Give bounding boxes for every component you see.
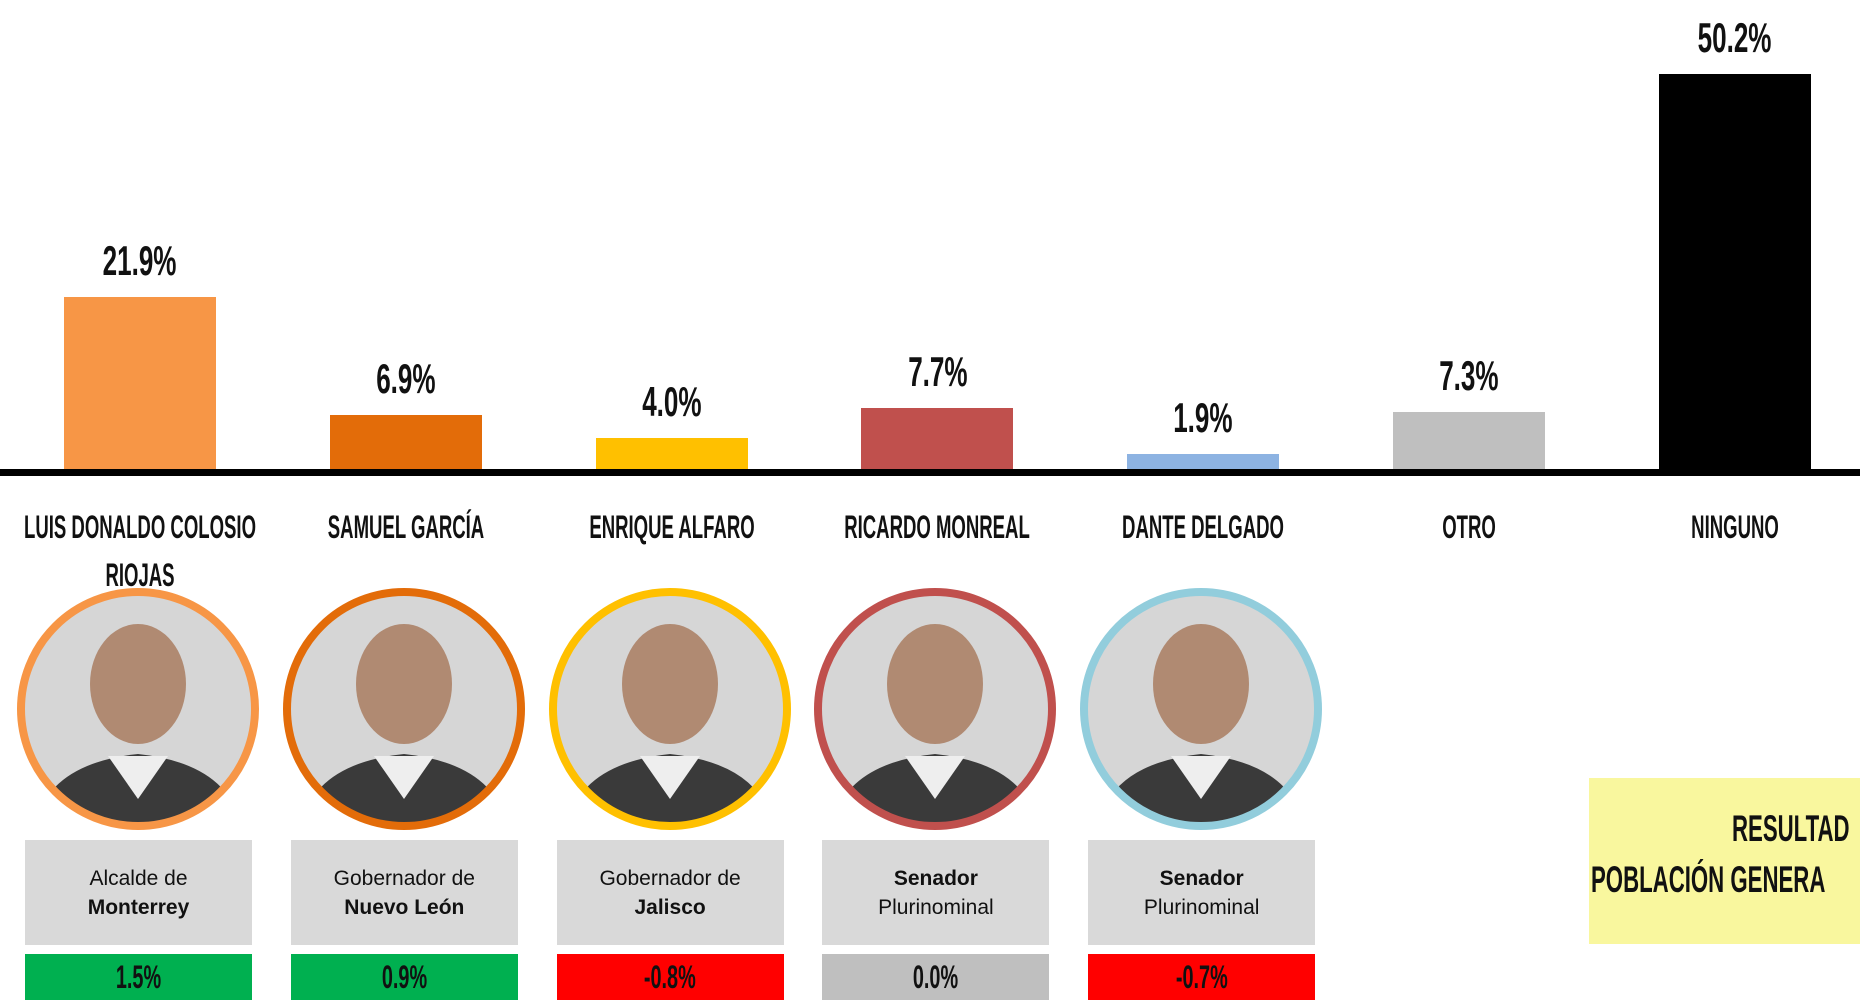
value-label: 6.9% (376, 354, 436, 402)
category-label: LUIS DONALDO COLOSIO RIOJAS (24, 509, 257, 593)
role-box: Senador Plurinominal (822, 840, 1050, 945)
bar (64, 296, 216, 469)
change-box: -0.7% (1088, 954, 1316, 1000)
bar (1127, 454, 1280, 469)
role-line: Plurinominal (878, 895, 994, 919)
baseline (0, 469, 1860, 476)
change-label: -0.8% (644, 959, 697, 995)
value-label: 21.9% (103, 236, 177, 284)
change-label: 0.9% (381, 959, 427, 995)
category-wrap: NINGUNO (1505, 503, 1860, 551)
photo (17, 588, 259, 830)
value-label: 7.7% (907, 348, 968, 396)
bar (861, 408, 1014, 469)
value-label: 1.9% (1173, 394, 1233, 442)
category-label: ENRIQUE ALFARO (588, 509, 755, 545)
value-label: 4.0% (641, 377, 702, 425)
note-line: POBLACIÓN GENERA (1591, 859, 1826, 900)
change-label: 1.5% (115, 959, 162, 995)
value-label-wrap: 1.9% (1053, 394, 1353, 442)
photo (282, 588, 525, 830)
bar (329, 414, 482, 469)
category-label: SAMUEL GARCÍA (327, 509, 484, 545)
role-line: Plurinominal (1143, 895, 1260, 919)
category-wrap: ENRIQUE ALFARO (442, 503, 902, 551)
photo (1080, 588, 1323, 830)
role-line: Jalisco (634, 895, 706, 919)
category-wrap: LUIS DONALDO COLOSIO RIOJAS (0, 503, 370, 599)
role-line: Senador (893, 866, 978, 890)
note-line: RESULTAD (1732, 808, 1850, 849)
category-wrap: OTRO (1239, 503, 1699, 551)
change-box: 1.5% (25, 954, 252, 1000)
role-line: Nuevo León (344, 895, 465, 919)
category-label: NINGUNO (1690, 509, 1779, 545)
category-label: DANTE DELGADO (1122, 509, 1285, 545)
photo (814, 588, 1057, 830)
value-label-wrap: 6.9% (256, 355, 556, 403)
value-label: 7.3% (1439, 351, 1499, 399)
role-box: Gobernador de Nuevo León (290, 840, 518, 945)
category-wrap: DANTE DELGADO (973, 503, 1433, 551)
bar (1393, 411, 1545, 469)
role-line: Gobernador de (599, 866, 741, 890)
role-box: Alcalde de Monterrey (25, 840, 252, 945)
category-label: RICARDO MONREAL (844, 509, 1031, 545)
photo (548, 588, 791, 830)
change-box: 0.0% (822, 954, 1050, 1000)
note-box: RESULTAD POBLACIÓN GENERA (1589, 778, 1860, 944)
role-line: Monterrey (87, 895, 190, 919)
value-label-wrap: 7.3% (1319, 352, 1619, 400)
category-wrap: SAMUEL GARCÍA (176, 503, 636, 551)
bar (595, 437, 748, 469)
role-box: Senador Plurinominal (1088, 840, 1316, 945)
value-label: 50.2% (1697, 14, 1772, 62)
role-line: Gobernador de (333, 866, 475, 890)
category-label: OTRO (1442, 509, 1496, 545)
value-label-wrap: 7.7% (787, 348, 1087, 396)
role-box: Gobernador de Jalisco (556, 840, 784, 945)
change-box: -0.8% (556, 954, 784, 1000)
bar (1658, 74, 1811, 469)
category-wrap: RICARDO MONREAL (707, 503, 1167, 551)
value-label-wrap: 50.2% (1585, 14, 1860, 62)
role-line: Alcalde de (89, 866, 188, 890)
change-box: 0.9% (290, 954, 518, 1000)
change-label: -0.7% (1175, 959, 1228, 995)
value-label-wrap: 21.9% (0, 237, 290, 285)
role-line: Senador (1159, 866, 1244, 890)
value-label-wrap: 4.0% (522, 378, 822, 426)
change-label: 0.0% (913, 959, 959, 995)
